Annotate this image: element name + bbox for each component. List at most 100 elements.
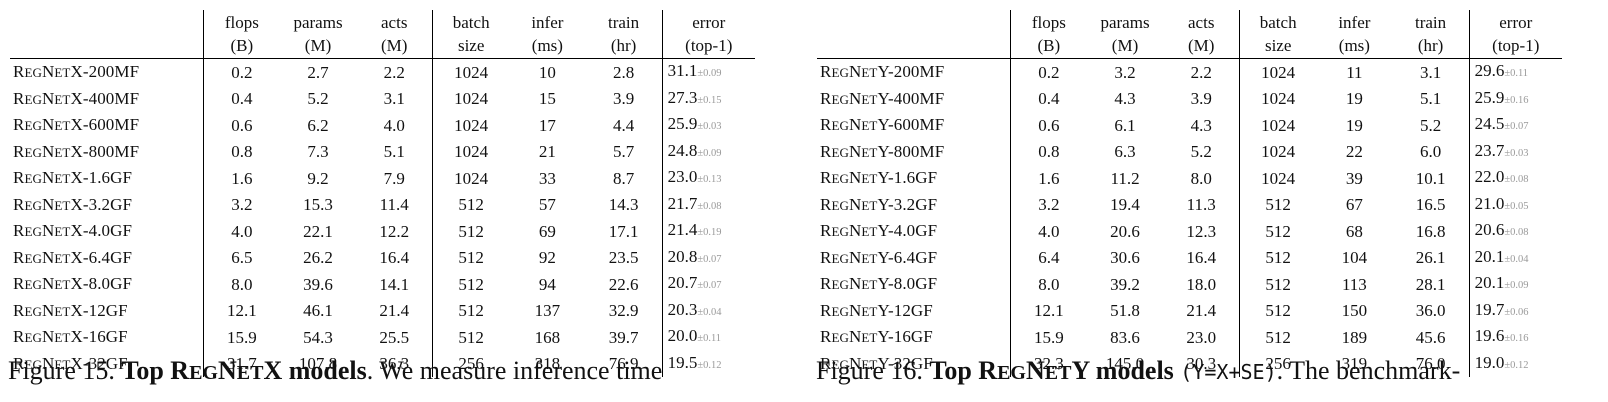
error-cell: 24.8±0.09 [661,138,755,165]
batch-size-cell: 512 [1239,271,1317,298]
train-time-cell: 23.5 [608,248,639,267]
flops-header: flops (B) [202,10,280,59]
model-name-cell: REGNETX-600MF [13,115,140,134]
train-time-cell: 36.0 [1415,301,1446,320]
figure-16-caption: Figure 16. Top REGNETY models (Y=X+SE). … [816,356,1460,388]
acts-cell: 8.0 [1190,168,1212,188]
caption-text: . The benchmark- [1276,356,1461,385]
flops-cell: 8.0 [202,271,280,298]
table-row: REGNETX-200MF 0.2 2.7 2.2 1024 10 2.8 31.1±0.09 [10,58,755,86]
train-time-cell: 2.8 [612,62,635,82]
batch-size-cell: 512 [432,191,510,218]
batch-size-cell: 1024 [432,112,510,139]
error-cell: 20.3±0.04 [661,297,755,324]
table-row: REGNETY-8.0GF 8.0 39.2 18.0 512 113 28.1 20.1±0… [817,271,1562,298]
table-row: REGNETX-600MF 0.6 6.2 4.0 1024 17 4.4 25.9±0.03 [10,112,755,139]
train-time-cell: 28.1 [1415,274,1446,294]
params-cell: 6.2 [307,115,329,135]
regnetx-table-panel: flops (B) params (M) acts (M) batch size inf… [10,10,755,377]
batch-size-cell: 512 [1239,244,1317,271]
batch-size-cell: 512 [432,218,510,245]
acts-cell: 11.3 [1186,195,1216,214]
flops-cell: 6.4 [1009,244,1087,271]
infer-time-cell: 137 [534,301,561,320]
infer-time-cell: 318 [534,354,561,373]
error-header: error (top-1) [1468,10,1562,59]
acts-header: acts (M) [1188,13,1215,55]
train-time-cell: 4.4 [612,115,635,135]
caption-title: Top REGNETX models [121,356,367,385]
batch-size-cell: 1024 [1239,138,1317,165]
infer-header: infer (ms) [531,13,564,55]
infer-time-cell: 21 [538,142,556,161]
error-std: ±0.11 [697,333,722,344]
error-std: ±0.12 [697,359,722,371]
infer-time-cell: 39 [1345,168,1363,188]
model-name-cell: REGNETX-3.2GF [13,194,133,214]
train-time-cell: 39.7 [608,327,639,347]
train-time-cell: 32.9 [608,301,639,320]
train-time-cell: 5.1 [1419,89,1442,108]
batch-size-cell: 512 [432,271,510,298]
model-name-cell: REGNETY-12GF [820,300,933,320]
params-cell: 107.8 [298,354,338,373]
train-time-cell: 5.7 [612,142,635,161]
train-time-cell: 8.7 [612,168,635,188]
regnety-table-panel: flops (B) params (M) acts (M) batch size inf… [817,10,1562,377]
infer-time-cell: 68 [1345,221,1363,241]
infer-time-cell: 67 [1345,195,1363,214]
caption-label: Figure 15. [8,356,115,385]
error-cell: 20.8±0.07 [661,244,755,271]
train-time-cell: 16.8 [1415,221,1446,241]
params-cell: 6.1 [1114,115,1136,135]
infer-time-cell: 69 [538,221,556,241]
table-row: REGNETX-32GF 31.7 107.8 36.3 256 318 76.9 19.5±… [10,350,755,377]
acts-cell: 16.4 [1186,248,1217,267]
params-cell: 19.4 [1110,195,1140,214]
error-cell: 23.7±0.03 [1468,138,1562,165]
flops-cell: 0.6 [1009,112,1087,139]
flops-cell: 4.0 [202,218,280,245]
batch-size-cell: 512 [432,324,510,351]
model-name-cell: REGNETY-400MF [820,88,945,108]
error-cell: 20.1±0.04 [1468,244,1562,271]
model-name-cell: REGNETY-4.0GF [820,221,938,240]
batch-size-cell: 1024 [432,58,510,86]
params-cell: 15.3 [303,195,333,214]
flops-cell: 3.2 [202,191,280,218]
acts-cell: 21.4 [379,301,410,320]
acts-header: acts (M) [381,13,408,55]
infer-time-cell: 94 [538,274,556,294]
params-cell: 39.6 [303,274,333,294]
flops-cell: 32.3 [1009,350,1087,377]
train-time-cell: 26.1 [1415,248,1446,267]
table-row: REGNETX-4.0GF 4.0 22.1 12.2 512 69 17.1 21.4±0.… [10,218,755,245]
infer-time-cell: 10 [538,62,556,82]
params-cell: 22.1 [303,221,333,241]
caption-text: . We measure inference time [366,356,663,385]
table-row: REGNETX-400MF 0.4 5.2 3.1 1024 15 3.9 27.3±0.15 [10,85,755,112]
batch-size-cell: 1024 [432,165,510,192]
model-name-cell: REGNETX-200MF [13,62,140,81]
flops-cell: 8.0 [1009,271,1087,298]
regnety-table-body: REGNETY-200MF 0.2 3.2 2.2 1024 11 3.1 29.6±0.11… [817,58,1562,377]
table-row: REGNETY-16GF 15.9 83.6 23.0 512 189 45.6 19.6±0… [817,324,1562,351]
batch-size-cell: 512 [1239,297,1317,324]
train-time-cell: 3.9 [612,89,635,108]
regnety-table: flops (B) params (M) acts (M) batch size inf… [817,10,1562,377]
table-row: REGNETY-800MF 0.8 6.3 5.2 1024 22 6.0 23.7±0.03 [817,138,1562,165]
batch-size-cell: 512 [432,244,510,271]
batch-size-cell: 1024 [432,138,510,165]
error-cell: 21.0±0.05 [1468,191,1562,218]
model-name-cell: REGNETX-1.6GF [13,168,133,187]
error-std: ±0.16 [1504,94,1529,106]
train-time-cell: 76.0 [1415,354,1446,373]
flops-cell: 0.8 [1009,138,1087,165]
caption-code: (Y=X+SE) [1180,360,1277,384]
model-name-cell: REGNETY-8.0GF [820,274,938,293]
train-time-cell: 16.5 [1415,195,1446,214]
table-row: REGNETY-12GF 12.1 51.8 21.4 512 150 36.0 19.7±0… [817,297,1562,324]
error-cell: 20.7±0.07 [661,271,755,298]
error-cell: 24.5±0.07 [1468,112,1562,139]
figure-15-caption: Figure 15. Top REGNETX models. We measur… [8,356,662,388]
